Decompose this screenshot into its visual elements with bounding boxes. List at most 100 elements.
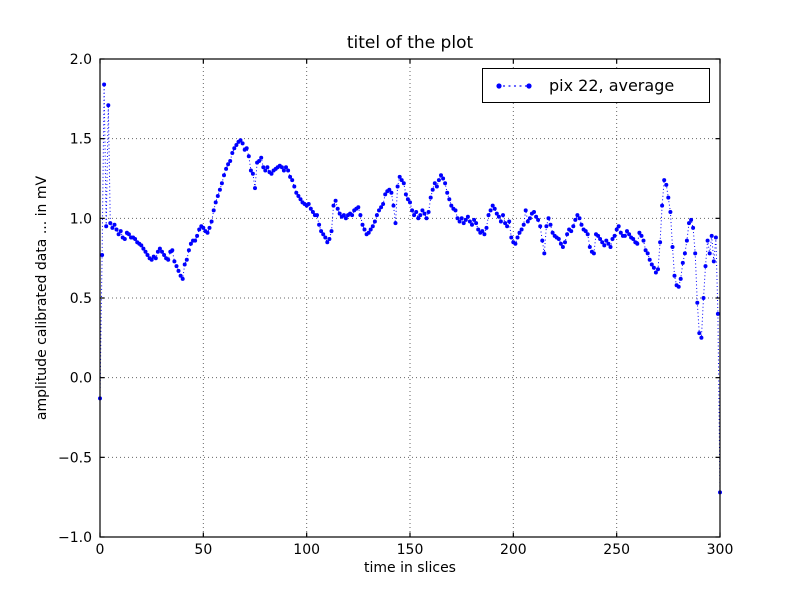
data-point xyxy=(600,240,605,245)
data-point xyxy=(608,245,613,249)
data-point xyxy=(217,187,222,192)
data-point xyxy=(420,208,425,213)
data-point xyxy=(548,222,553,227)
data-point xyxy=(612,233,617,238)
data-point xyxy=(412,213,417,218)
data-point xyxy=(653,270,658,275)
x-axis-label: time in slices xyxy=(364,560,456,576)
legend-label: pix 22, average xyxy=(549,76,675,95)
data-point xyxy=(703,264,708,269)
data-point xyxy=(246,154,251,159)
data-point xyxy=(155,249,160,254)
data-point xyxy=(408,200,412,205)
data-point xyxy=(563,240,567,245)
data-point xyxy=(556,237,561,241)
data-point xyxy=(658,240,663,245)
data-point xyxy=(614,227,619,232)
data-point xyxy=(668,210,673,214)
data-point xyxy=(284,165,288,170)
data-point xyxy=(434,184,439,189)
data-point xyxy=(391,203,396,208)
data-point xyxy=(472,217,477,222)
data-point xyxy=(598,237,603,241)
data-point xyxy=(587,245,592,249)
data-point xyxy=(430,187,435,192)
data-point xyxy=(215,194,220,198)
data-point xyxy=(534,214,539,219)
data-point xyxy=(470,222,474,227)
data-point xyxy=(691,225,696,230)
data-point xyxy=(525,219,530,224)
data-point xyxy=(308,206,313,211)
data-point xyxy=(228,159,233,163)
data-point xyxy=(432,181,437,186)
data-point xyxy=(538,224,543,229)
data-point xyxy=(100,253,105,257)
data-point xyxy=(583,229,588,234)
data-point xyxy=(315,213,319,218)
data-point xyxy=(643,248,648,253)
data-point xyxy=(484,225,489,230)
data-point xyxy=(126,232,131,237)
data-point xyxy=(414,210,419,214)
data-point xyxy=(372,219,377,224)
data-point xyxy=(680,260,685,265)
chart-title: titel of the plot xyxy=(346,33,474,53)
data-point xyxy=(513,241,518,246)
data-point xyxy=(540,238,545,243)
data-point xyxy=(172,259,177,264)
data-point xyxy=(709,233,714,238)
data-point xyxy=(682,251,687,256)
data-point xyxy=(269,171,274,176)
data-point xyxy=(197,227,202,232)
data-point xyxy=(387,187,392,192)
data-point xyxy=(689,217,694,222)
data-point xyxy=(645,251,650,256)
data-point xyxy=(401,181,406,186)
data-point xyxy=(631,237,636,241)
data-point xyxy=(610,237,615,241)
data-point xyxy=(705,238,710,243)
x-tick-label: 0 xyxy=(96,542,105,558)
data-point xyxy=(366,230,371,235)
data-point xyxy=(660,203,665,208)
data-point xyxy=(157,246,162,251)
data-point xyxy=(416,216,421,221)
y-tick-label: −0.5 xyxy=(58,450,92,466)
data-point xyxy=(226,162,231,167)
data-point xyxy=(143,249,148,254)
data-point xyxy=(184,257,189,262)
data-point xyxy=(335,206,340,211)
data-point xyxy=(201,225,206,230)
data-point xyxy=(195,233,200,238)
data-point xyxy=(321,232,326,237)
data-point xyxy=(627,232,632,237)
data-point xyxy=(641,238,646,243)
data-point xyxy=(250,171,255,176)
data-point xyxy=(571,224,576,229)
data-point xyxy=(174,264,179,269)
data-point xyxy=(377,208,381,213)
data-point xyxy=(532,210,536,214)
x-tick-label: 250 xyxy=(603,542,630,558)
data-point xyxy=(205,230,210,235)
data-point xyxy=(457,219,462,224)
data-point xyxy=(670,245,675,249)
data-point xyxy=(286,168,291,173)
data-point xyxy=(422,211,427,216)
data-point xyxy=(133,237,138,241)
data-point xyxy=(374,213,379,218)
data-point xyxy=(455,216,460,221)
data-point xyxy=(325,240,330,245)
data-point xyxy=(424,216,429,221)
data-point xyxy=(625,229,629,234)
data-point xyxy=(337,211,342,216)
data-point xyxy=(265,165,270,170)
data-point xyxy=(176,268,181,273)
data-point xyxy=(323,235,328,240)
data-point xyxy=(575,213,580,218)
data-point xyxy=(317,222,322,227)
data-point xyxy=(153,256,158,261)
data-point xyxy=(577,216,582,221)
